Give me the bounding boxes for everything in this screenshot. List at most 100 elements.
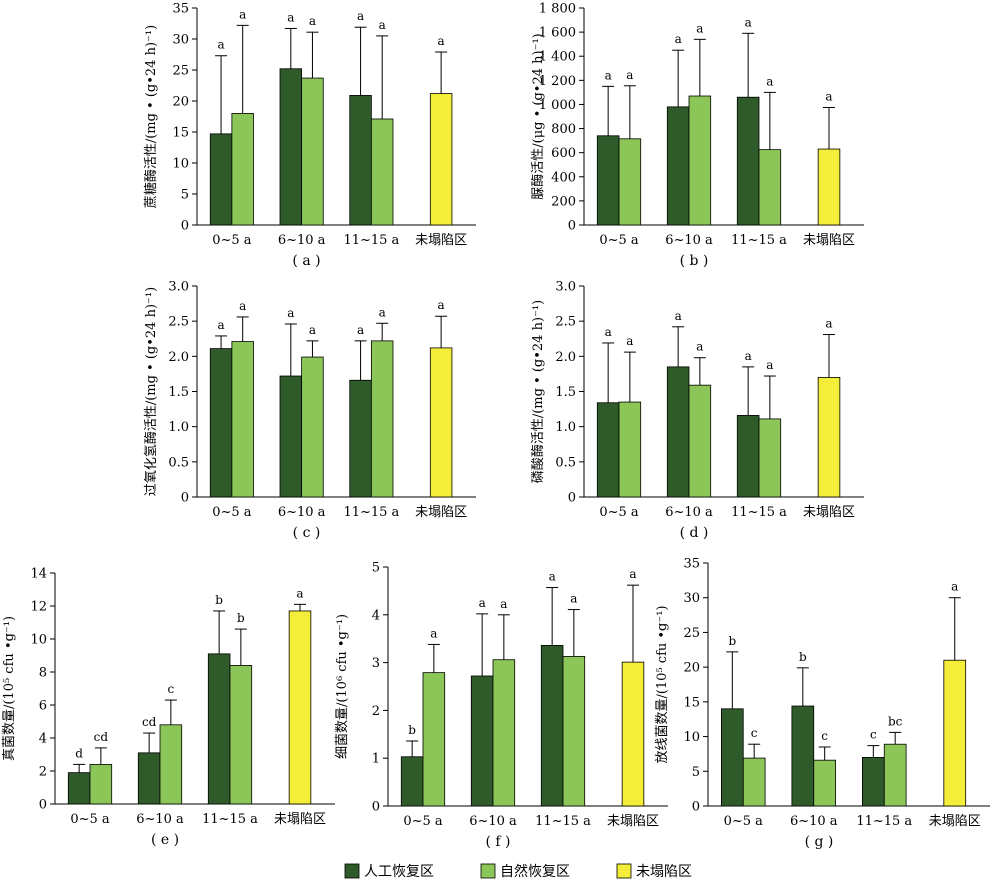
bar — [370, 340, 394, 498]
y-tick-label: 0.5 — [168, 455, 189, 470]
bar — [720, 708, 744, 807]
x-tick-label: 0~5 a — [403, 814, 443, 829]
y-tick-label: 0 — [181, 219, 189, 234]
bar — [207, 653, 231, 805]
significance-label: a — [629, 567, 636, 581]
bar — [429, 347, 453, 498]
bar — [540, 644, 564, 807]
panel-label: ( e ) — [151, 832, 179, 848]
bar — [791, 705, 815, 807]
y-axis-title: 脲酶活性/(μg • (g•24 h)⁻¹) — [530, 33, 546, 199]
y-tick-label: 1 200 — [539, 74, 576, 89]
x-tick-label: 未塌陷区 — [415, 505, 467, 520]
significance-label: a — [357, 323, 364, 337]
x-tick-label: 未塌陷区 — [274, 812, 326, 827]
significance-label: a — [549, 570, 556, 584]
bar — [688, 95, 712, 226]
significance-label: a — [287, 10, 294, 24]
x-tick-label: 6~10 a — [136, 812, 184, 827]
significance-label: c — [167, 682, 174, 696]
legend-swatch — [344, 863, 360, 879]
legend-label: 人工恢复区 — [364, 863, 434, 880]
y-tick-label: 1 600 — [539, 26, 576, 41]
x-tick-label: 6~10 a — [469, 814, 517, 829]
y-tick-label: 1 000 — [539, 98, 576, 113]
significance-label: a — [309, 14, 316, 28]
y-tick-label: 20 — [683, 661, 700, 676]
y-axis-title: 磷酸酶活性/(mg • (g•24 h)⁻¹) — [530, 300, 546, 483]
panel-label: ( c ) — [293, 525, 321, 541]
y-tick-label: 30 — [683, 591, 700, 606]
bar — [231, 341, 254, 498]
bar — [400, 756, 424, 807]
y-tick-label: 5 — [181, 188, 189, 203]
significance-label: a — [438, 298, 445, 312]
y-axis-title: 蔗糖酶活性/(mg • (g•24 h)⁻¹) — [143, 25, 159, 208]
significance-label: b — [237, 611, 245, 625]
x-tick-label: 0~5 a — [70, 812, 110, 827]
legend: 人工恢复区 自然恢复区 未塌陷区 — [344, 863, 692, 880]
y-tick-label: 10 — [683, 730, 700, 745]
y-tick-label: 3.0 — [555, 280, 576, 295]
bar — [596, 402, 620, 498]
bar — [422, 672, 446, 807]
bar — [883, 743, 907, 807]
significance-label: a — [605, 325, 612, 339]
y-tick-label: 6 — [39, 699, 47, 714]
significance-label: a — [675, 32, 682, 46]
bar — [209, 348, 233, 498]
legend-swatch — [480, 863, 496, 879]
bar — [736, 415, 760, 498]
bar — [67, 772, 91, 805]
bar — [666, 106, 690, 226]
significance-label: c — [751, 726, 758, 740]
bar — [137, 752, 161, 805]
bar — [89, 764, 113, 805]
bar — [370, 118, 394, 226]
significance-label: a — [379, 305, 386, 319]
significance-label: d — [75, 746, 83, 760]
x-tick-label: 6~10 a — [278, 233, 326, 248]
x-tick-label: 11~15 a — [343, 505, 399, 520]
significance-label: a — [605, 68, 612, 82]
significance-label: cd — [142, 715, 157, 729]
x-tick-label: 0~5 a — [212, 505, 252, 520]
y-tick-label: 200 — [551, 194, 576, 209]
x-tick-label: 未塌陷区 — [803, 233, 855, 248]
y-tick-label: 0 — [568, 219, 576, 234]
significance-label: a — [217, 38, 224, 52]
chart-2: 0 0.5 1.0 1.5 2.0 2.5 3.0 过氧化氢酶活性/(mg • (g•24 h… — [143, 280, 476, 541]
panel-label: ( g ) — [805, 834, 834, 850]
y-tick-label: 0 — [39, 798, 47, 813]
significance-label: a — [825, 89, 832, 103]
bar — [758, 149, 782, 226]
y-tick-label: 2.5 — [555, 315, 576, 330]
bar — [492, 659, 516, 807]
x-tick-label: 11~15 a — [856, 814, 912, 829]
panel-label: ( b ) — [680, 253, 709, 269]
y-tick-label: 30 — [172, 33, 189, 48]
bar — [817, 148, 841, 226]
x-tick-label: 未塌陷区 — [929, 814, 981, 829]
panel-label: ( a ) — [292, 253, 320, 269]
significance-label: a — [825, 317, 832, 331]
y-tick-label: 1.5 — [168, 385, 189, 400]
y-tick-label: 1 400 — [539, 50, 576, 65]
significance-label: b — [215, 593, 223, 607]
bar — [159, 724, 183, 805]
y-tick-label: 0 — [692, 800, 700, 815]
y-tick-label: 400 — [551, 170, 576, 185]
chart-4: 0 2 4 6 8 10 12 14 真菌数量/(10⁵ cfu •g⁻¹) 0~5 a 6~10 … — [2, 567, 335, 848]
chart-3: 0 0.5 1.0 1.5 2.0 2.5 3.0 磷酸酶活性/(mg • (g•24 h)⁻… — [530, 280, 864, 541]
significance-label: c — [821, 729, 828, 743]
y-tick-label: 2.5 — [168, 315, 189, 330]
x-tick-label: 未塌陷区 — [415, 233, 467, 248]
bar — [943, 659, 967, 807]
significance-label: a — [626, 68, 633, 82]
bar — [349, 379, 372, 498]
y-tick-label: 8 — [39, 666, 47, 681]
legend-swatch — [616, 863, 632, 879]
bar — [229, 665, 253, 805]
significance-label: a — [239, 7, 246, 21]
